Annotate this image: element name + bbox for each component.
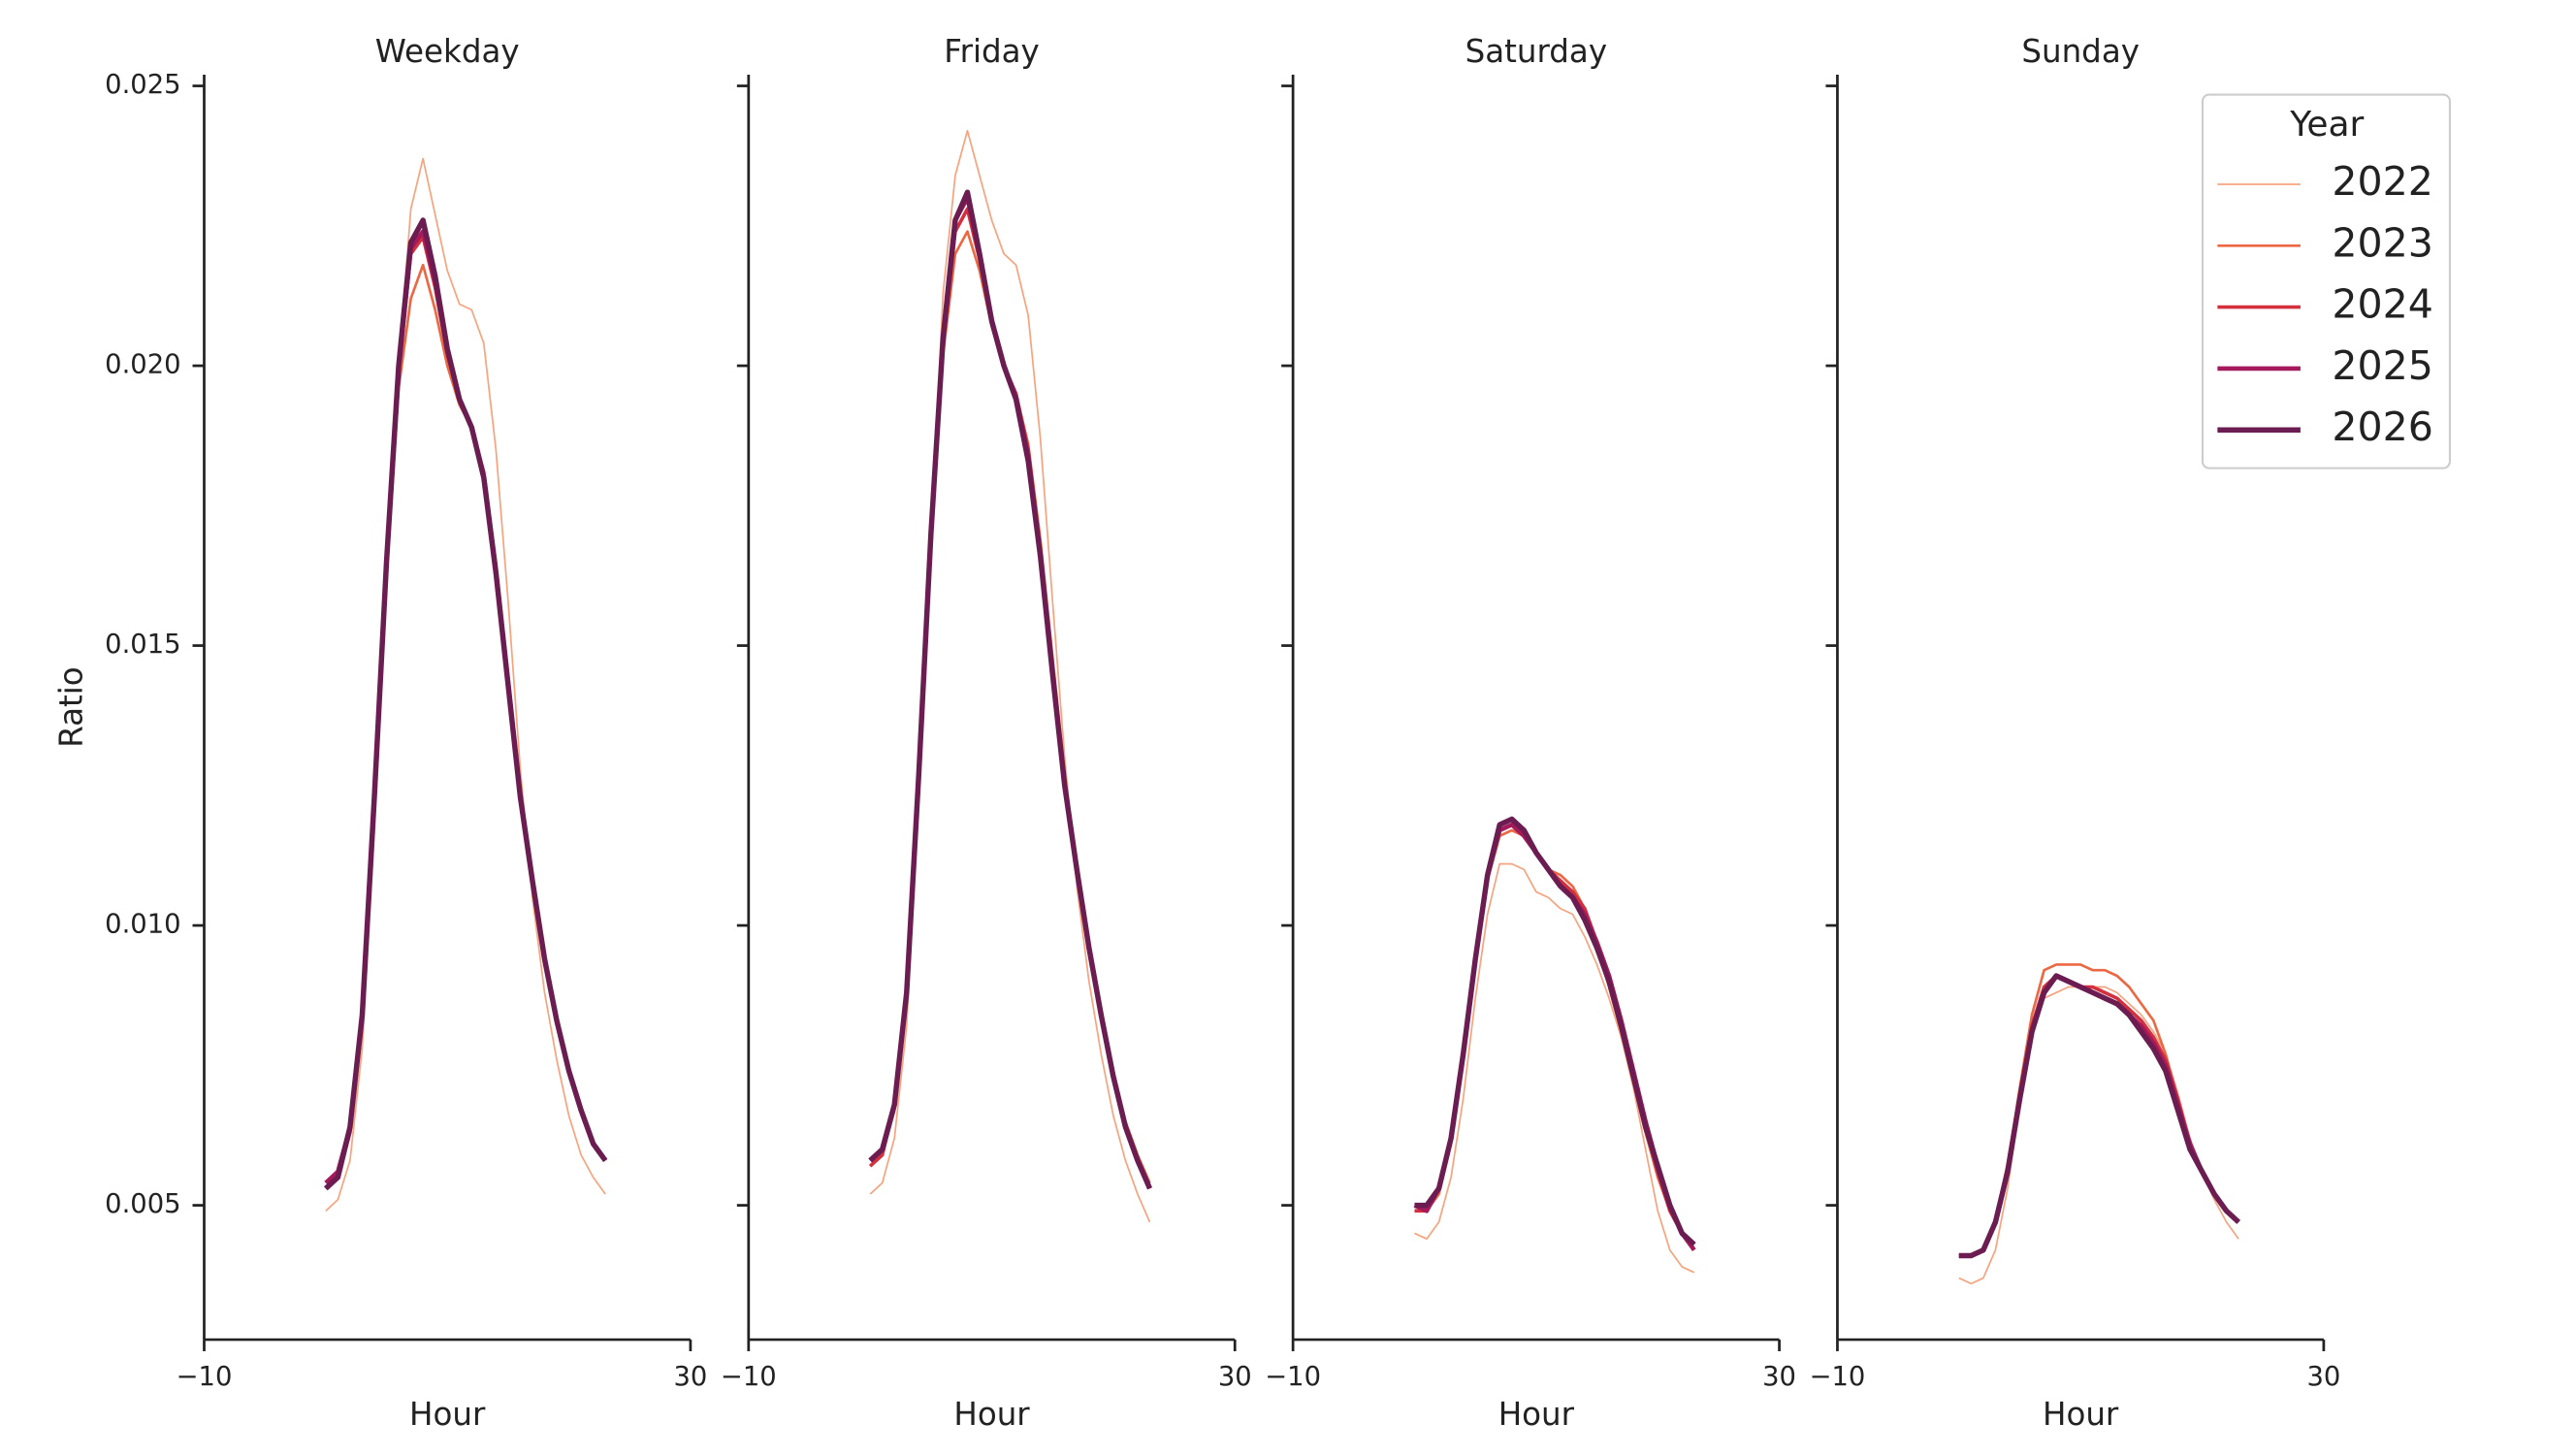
series-line: [1958, 963, 2240, 1257]
x-tick-label: 30: [673, 1362, 707, 1392]
series-line: [868, 189, 1153, 1190]
x-tick-label: −10: [177, 1362, 233, 1392]
legend-label: 2025: [2332, 342, 2433, 389]
series-line: [1958, 986, 2239, 1285]
panel-title: Sunday: [2021, 33, 2140, 70]
x-tick-label: 30: [2306, 1362, 2340, 1392]
y-tick-label: 0.025: [105, 70, 180, 100]
series-line: [323, 217, 608, 1191]
series-line: [1958, 973, 2240, 1258]
series-line: [1414, 862, 1695, 1274]
y-tick-label: 0.010: [105, 910, 180, 940]
legend-label: 2023: [2332, 219, 2433, 266]
x-tick-label: 30: [1762, 1362, 1796, 1392]
x-axis-label: Hour: [1498, 1396, 1575, 1433]
series-line: [1414, 816, 1696, 1246]
legend-title: Year: [2289, 105, 2364, 145]
panel-title: Friday: [944, 33, 1040, 70]
y-tick-label: 0.020: [105, 350, 180, 380]
series-line: [1958, 974, 2240, 1258]
legend-box: [2201, 93, 2451, 469]
legend-label: 2022: [2332, 158, 2433, 205]
x-tick-label: −10: [1265, 1362, 1321, 1392]
x-axis-label: Hour: [409, 1396, 486, 1433]
legend-label: 2026: [2332, 404, 2433, 450]
panel-title: Weekday: [375, 33, 520, 70]
y-tick-label: 0.005: [105, 1189, 180, 1219]
y-axis-label: Ratio: [52, 666, 89, 747]
x-tick-label: −10: [721, 1362, 777, 1392]
x-tick-label: 30: [1218, 1362, 1252, 1392]
x-axis-label: Hour: [953, 1396, 1030, 1433]
legend-label: 2024: [2332, 281, 2433, 328]
series-line: [1958, 973, 2240, 1259]
legend: Year 2022 2023 2024 2025 2026: [2201, 93, 2451, 469]
y-tick-label: 0.015: [105, 630, 180, 660]
x-axis-label: Hour: [2043, 1396, 2119, 1433]
panel-title: Saturday: [1465, 33, 1607, 70]
x-tick-label: −10: [1810, 1362, 1866, 1392]
